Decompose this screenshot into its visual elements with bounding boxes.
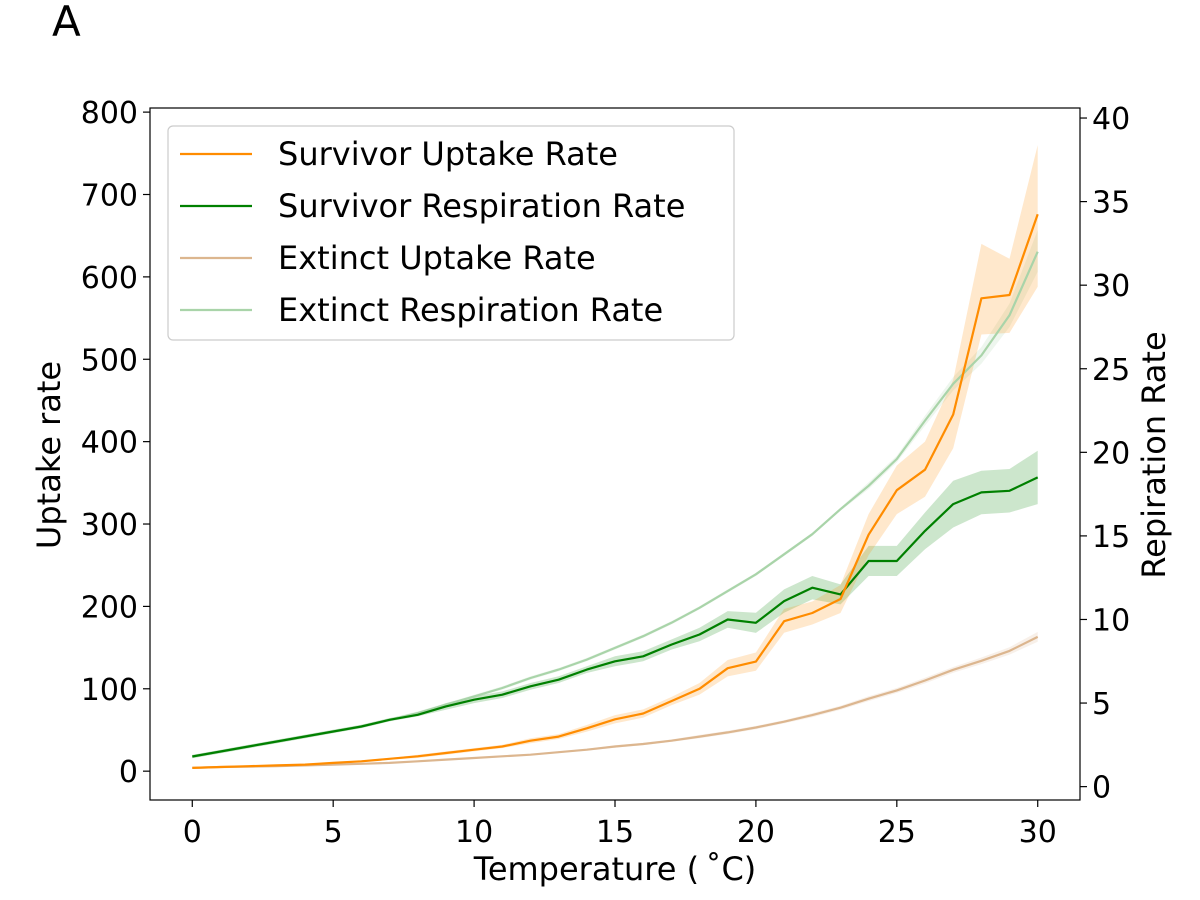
extinct-uptake-rate-band <box>192 631 1038 769</box>
left-y-axis: 0 100 200 300 400 500 600 700 800 <box>81 96 150 790</box>
left-y-tick-label: 600 <box>81 261 138 296</box>
x-tick-label: 30 <box>1019 815 1057 850</box>
survivor-respiration-rate-band <box>192 450 1038 759</box>
series-lines <box>192 213 1039 769</box>
x-tick-label: 25 <box>878 815 916 850</box>
legend-label-extinct-respiration-rate: Extinct Respiration Rate <box>278 291 663 329</box>
left-y-tick-label: 0 <box>119 755 138 790</box>
x-tick-label: 5 <box>324 815 343 850</box>
confidence-bands <box>192 145 1038 769</box>
left-y-tick-label: 200 <box>81 590 138 625</box>
left-y-tick-label: 300 <box>81 508 138 543</box>
right-y-tick-label: 10 <box>1092 603 1130 638</box>
x-axis: 0 5 10 15 20 25 30 <box>183 800 1057 850</box>
x-tick-label: 0 <box>183 815 202 850</box>
x-tick-label: 10 <box>455 815 493 850</box>
legend: Survivor Uptake Rate Survivor Respiration… <box>167 125 735 341</box>
right-y-tick-label: 40 <box>1092 102 1130 137</box>
right-y-tick-label: 35 <box>1092 186 1130 221</box>
survivor-respiration-rate-line <box>192 476 1039 758</box>
left-y-axis-title: Uptake rate <box>30 361 68 549</box>
survivor-uptake-rate-line <box>192 213 1039 769</box>
x-axis-title: Temperature ( ˚C) <box>473 850 757 888</box>
left-y-tick-label: 800 <box>81 96 138 131</box>
left-y-tick-label: 400 <box>81 426 138 461</box>
legend-box <box>167 125 735 341</box>
right-y-tick-label: 15 <box>1092 520 1130 555</box>
survivor-uptake-rate-band <box>192 145 1038 769</box>
right-y-axis: 0 5 10 15 20 25 30 35 40 <box>1080 102 1130 806</box>
right-y-tick-label: 0 <box>1092 771 1111 806</box>
panel-label: A <box>52 0 81 46</box>
right-y-axis-title: Repiration Rate <box>1135 331 1173 578</box>
legend-label-survivor-uptake-rate: Survivor Uptake Rate <box>278 135 618 173</box>
legend-label-survivor-respiration-rate: Survivor Respiration Rate <box>278 187 685 225</box>
right-y-tick-label: 30 <box>1092 269 1130 304</box>
extinct-uptake-rate-line <box>192 635 1039 769</box>
left-y-tick-label: 700 <box>81 179 138 214</box>
right-y-tick-label: 20 <box>1092 436 1130 471</box>
right-y-tick-label: 25 <box>1092 353 1130 388</box>
left-y-tick-label: 100 <box>81 673 138 708</box>
right-y-tick-label: 5 <box>1092 687 1111 722</box>
x-tick-label: 20 <box>737 815 775 850</box>
x-tick-label: 15 <box>596 815 634 850</box>
left-y-tick-label: 500 <box>81 343 138 378</box>
legend-label-extinct-uptake-rate: Extinct Uptake Rate <box>278 239 596 277</box>
